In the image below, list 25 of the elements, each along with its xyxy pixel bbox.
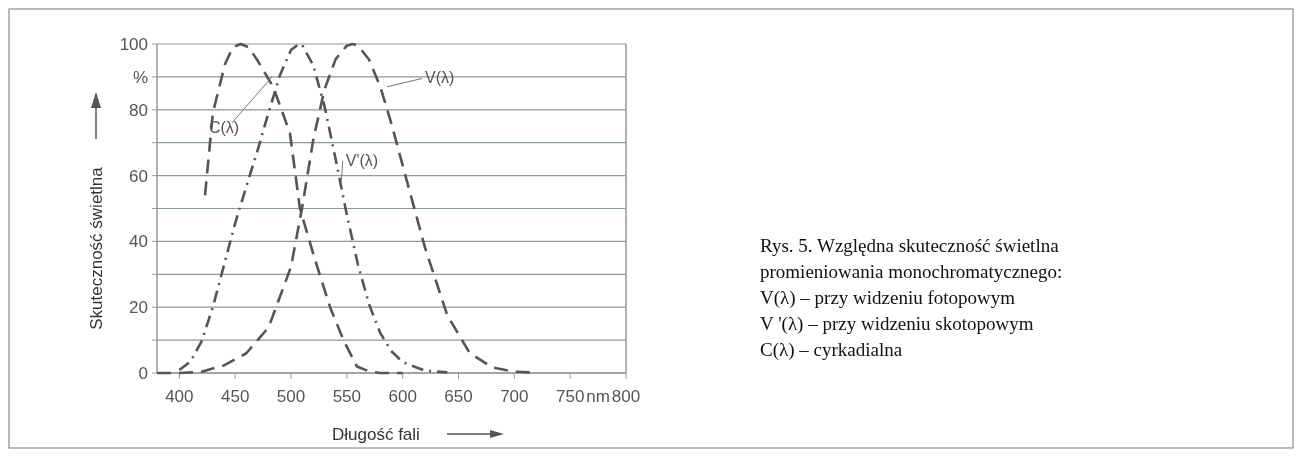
x-tick-label: 500 xyxy=(276,387,306,406)
x-tick-label: 600 xyxy=(388,387,417,406)
text: V '(λ) – przy widzeniu skotopowym xyxy=(760,313,1034,335)
y-tick-label: 60 xyxy=(129,166,148,186)
text: Rys. 5. Względna skuteczność świetlna promieniowania monochromatycznego: xyxy=(760,235,1063,282)
text: V(λ) xyxy=(425,69,455,87)
x-tick-label: 450 xyxy=(220,387,250,406)
x-tick-label: 400 xyxy=(165,387,194,406)
x-tick-label: 700 xyxy=(500,387,529,406)
x-axis-title: Długość fali xyxy=(332,425,420,444)
x-tick-label: 750 xyxy=(555,387,585,406)
x-tick-label: 550 xyxy=(332,387,362,406)
y-tick-label: 100 xyxy=(119,34,148,54)
text: V(λ) – przy widzeniu fotopowym xyxy=(760,287,1016,309)
series-label: V'(λ) xyxy=(345,151,379,169)
x-tick-label: 800 xyxy=(611,387,641,406)
y-tick-label: 80 xyxy=(129,100,148,120)
y-tick-label: % xyxy=(132,67,148,87)
y-tick-label: 0 xyxy=(138,363,148,383)
y-axis-title: Skuteczność świetlna xyxy=(87,166,106,330)
y-tick-label: 20 xyxy=(129,298,148,318)
text: C(λ) – cyrkadialna xyxy=(760,339,903,361)
y-tick-label: 40 xyxy=(129,232,148,252)
x-tick-label: nm xyxy=(586,387,610,406)
x-tick-label: 650 xyxy=(444,387,473,406)
